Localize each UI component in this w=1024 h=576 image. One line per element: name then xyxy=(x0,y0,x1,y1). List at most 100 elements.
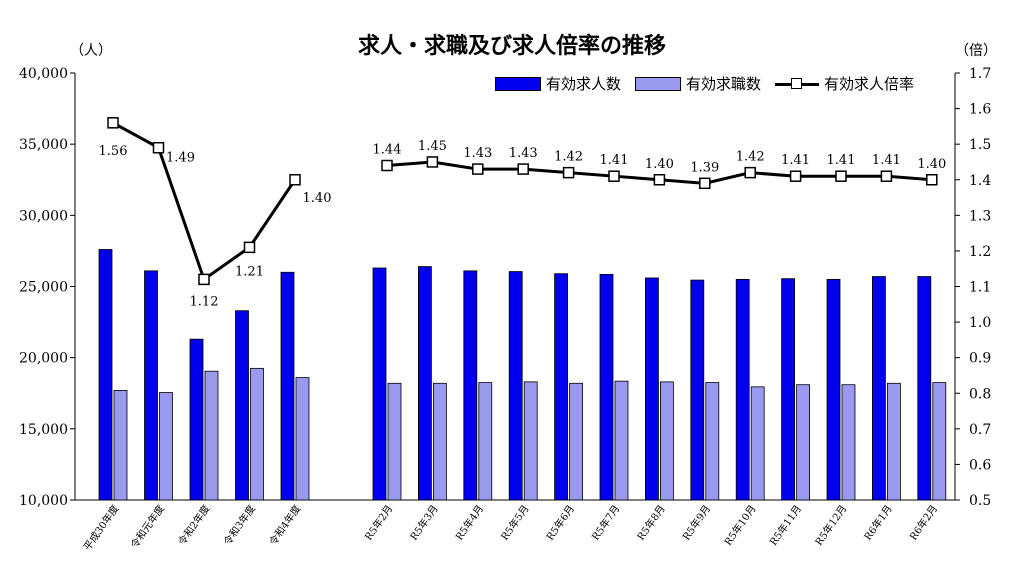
legend-swatch-ratio xyxy=(775,77,820,91)
bar-job-seekers xyxy=(387,382,402,501)
x-axis-category-label: R5年9月 xyxy=(680,502,714,542)
legend-label-job-offers: 有効求人数 xyxy=(546,75,622,93)
bar-job-offers xyxy=(645,277,659,501)
ratio-data-label: 1.40 xyxy=(645,157,674,172)
bar-job-offers xyxy=(781,278,795,501)
legend-item-job-offers: 有効求人数 xyxy=(495,73,621,94)
x-axis-category-label: 令和3年度 xyxy=(221,502,258,547)
x-axis-category-label: R5年11月 xyxy=(767,502,804,548)
ratio-marker xyxy=(381,159,393,172)
bar-job-offers xyxy=(417,266,432,501)
left-axis-tick-label: 35,000 xyxy=(19,137,68,153)
ratio-marker xyxy=(699,177,711,190)
bar-job-seekers xyxy=(432,382,447,501)
bar-job-offers xyxy=(872,276,886,501)
ratio-data-label: 1.42 xyxy=(736,150,765,165)
legend-swatch-job-seekers xyxy=(635,76,682,91)
x-axis-category-label: R5年2月 xyxy=(362,502,396,542)
bar-job-offers xyxy=(372,267,387,501)
x-axis-category-label: 平成30年度 xyxy=(81,502,122,553)
right-axis-tick-label: 0.9 xyxy=(969,351,991,367)
ratio-marker xyxy=(198,273,210,286)
x-axis-category-label: R5年6月 xyxy=(543,502,577,542)
ratio-data-label: 1.41 xyxy=(872,153,901,168)
bar-job-seekers xyxy=(113,390,128,501)
ratio-data-label: 1.45 xyxy=(418,139,447,154)
x-axis-category-label: R5年12月 xyxy=(812,502,849,548)
right-axis-tick-label: 0.5 xyxy=(969,493,991,509)
x-axis-category-label: R6年2月 xyxy=(907,502,941,542)
bar-job-seekers xyxy=(569,382,583,501)
bar-job-offers xyxy=(554,273,568,501)
right-axis-tick-label: 1.6 xyxy=(969,102,991,118)
ratio-marker xyxy=(835,170,847,182)
left-axis-tick-label: 10,000 xyxy=(19,493,68,509)
ratio-data-label: 1.40 xyxy=(303,191,332,206)
x-axis-category-label: R5年8月 xyxy=(634,502,668,542)
right-axis-tick-label: 1.0 xyxy=(969,315,991,331)
legend-label-ratio: 有効求人倍率 xyxy=(824,75,915,93)
x-axis-category-label: 令和元年度 xyxy=(128,502,167,550)
legend-item-job-seekers: 有効求職数 xyxy=(635,73,761,94)
bar-job-seekers xyxy=(705,382,720,501)
ratio-marker xyxy=(789,170,802,182)
bar-job-seekers xyxy=(887,382,901,501)
bar-job-seekers xyxy=(250,367,264,501)
bar-job-seekers xyxy=(841,384,856,501)
x-axis-category-label: R5年5月 xyxy=(498,502,532,542)
x-axis-category-label: R6年1月 xyxy=(861,502,895,542)
x-axis-category-label: R5年10月 xyxy=(721,502,758,548)
x-axis-category-label: R5年4月 xyxy=(453,502,487,542)
left-axis-tick-label: 40,000 xyxy=(19,66,68,82)
ratio-data-label: 1.39 xyxy=(690,160,719,175)
x-axis-category-label: 令和4年度 xyxy=(266,502,303,547)
x-axis-category-label: 令和2年度 xyxy=(175,502,212,547)
bar-job-seekers xyxy=(159,392,173,501)
left-axis-tick-label: 30,000 xyxy=(19,208,68,224)
ratio-marker xyxy=(562,166,575,179)
ratio-data-label: 1.21 xyxy=(235,264,264,279)
bar-job-offers xyxy=(463,270,478,501)
bar-job-offers xyxy=(735,278,750,501)
ratio-data-label: 1.44 xyxy=(373,143,402,158)
ratio-marker xyxy=(107,117,119,129)
bar-job-offers xyxy=(280,271,295,501)
bar-job-seekers xyxy=(660,381,674,501)
ratio-line-annual xyxy=(112,121,297,282)
right-axis-tick-label: 1.4 xyxy=(969,173,991,189)
right-axis-tick-label: 1.7 xyxy=(969,66,991,82)
bar-job-seekers xyxy=(750,386,765,501)
right-axis-tick-label: 1.3 xyxy=(969,208,991,224)
bar-job-offers xyxy=(189,338,204,501)
x-axis-category-label: R5年3月 xyxy=(407,502,441,542)
bar-job-offers xyxy=(599,274,614,501)
bar-job-seekers xyxy=(295,377,310,501)
ratio-marker xyxy=(517,163,529,175)
bar-job-seekers xyxy=(932,382,947,501)
ratio-data-label: 1.56 xyxy=(99,144,128,159)
bar-job-offers xyxy=(235,310,249,501)
right-axis-tick-label: 1.1 xyxy=(969,280,991,296)
x-axis-category-label: R5年7月 xyxy=(589,502,623,542)
legend-swatch-job-offers xyxy=(495,76,541,91)
bar-job-offers xyxy=(508,271,523,501)
ratio-data-label: 1.49 xyxy=(166,151,195,166)
bar-job-offers xyxy=(690,279,705,501)
chart-title: 求人・求職及び求人倍率の推移 xyxy=(357,34,666,59)
ratio-marker xyxy=(653,174,666,186)
legend: 有効求人数 有効求職数 有効求人倍率 xyxy=(495,73,928,94)
right-axis-tick-label: 0.7 xyxy=(969,422,991,438)
ratio-data-label: 1.42 xyxy=(554,150,583,165)
ratio-marker xyxy=(426,156,439,168)
ratio-data-label: 1.41 xyxy=(781,153,810,168)
bar-job-seekers xyxy=(796,384,810,501)
ratio-data-label: 1.41 xyxy=(600,153,629,168)
ratio-data-label: 1.12 xyxy=(190,294,219,309)
legend-label-job-seekers: 有効求職数 xyxy=(686,75,762,93)
left-axis-tick-label: 25,000 xyxy=(19,280,68,296)
bar-job-seekers xyxy=(614,380,629,501)
ratio-data-label: 1.43 xyxy=(509,146,538,161)
ratio-data-label: 1.43 xyxy=(463,146,492,161)
right-axis-tick-label: 0.8 xyxy=(969,386,991,402)
